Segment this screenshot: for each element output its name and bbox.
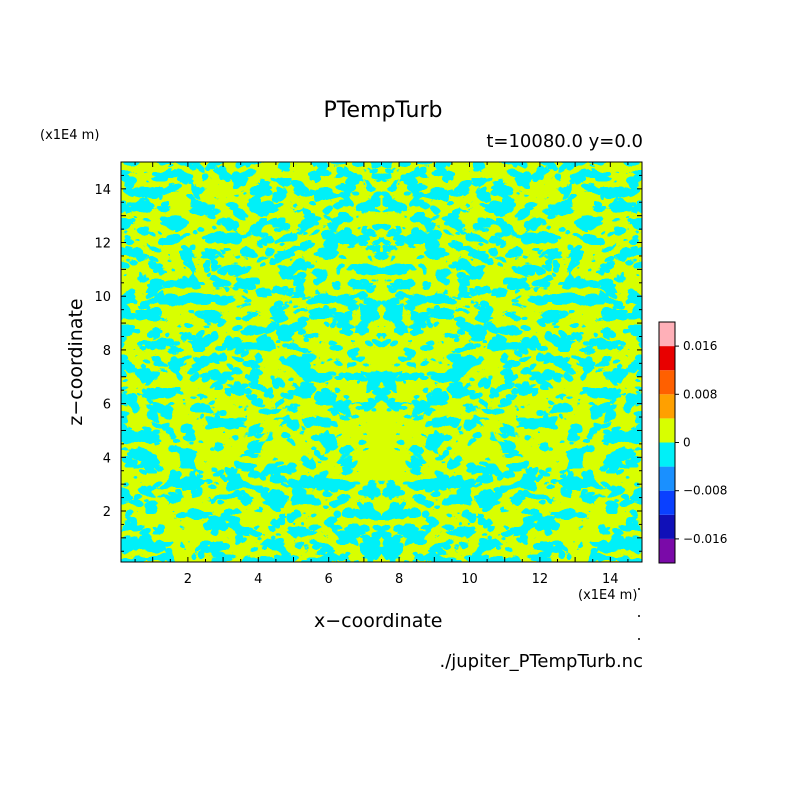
colorbar-swatch bbox=[659, 466, 675, 491]
y-tick-label: 12 bbox=[94, 237, 111, 252]
colorbar-tick-label: 0 bbox=[683, 436, 691, 450]
corner-markers bbox=[638, 588, 640, 640]
y-axis: 2 4 6 8 10 12 14 bbox=[94, 161, 642, 552]
y-tick-label: 14 bbox=[94, 183, 111, 198]
colorbar: 0.016 0.008 0 −0.008 −0.016 bbox=[658, 321, 727, 564]
time-label: t=10080.0 y=0.0 bbox=[486, 131, 643, 152]
colorbar-swatch bbox=[659, 538, 675, 563]
x-tick-label: 10 bbox=[461, 572, 478, 587]
x-tick-label: 4 bbox=[254, 572, 262, 587]
field-negative-streaks-right bbox=[380, 229, 642, 562]
source-file-label: ./jupiter_PTempTurb.nc bbox=[439, 651, 643, 672]
x-axis-unit: (x1E4 m) bbox=[578, 588, 638, 603]
y-tick-label: 4 bbox=[103, 451, 111, 466]
colorbar-swatch bbox=[659, 370, 675, 395]
x-tick-label: 12 bbox=[532, 572, 549, 587]
colorbar-tick-label: 0.008 bbox=[683, 387, 717, 401]
colorbar-tick-label: −0.008 bbox=[683, 484, 727, 498]
chart-title: PTempTurb bbox=[323, 98, 443, 123]
colorbar-swatch bbox=[659, 418, 675, 443]
x-axis-label: x−coordinate bbox=[314, 610, 443, 632]
x-axis: 2 4 6 8 10 12 14 bbox=[134, 162, 629, 587]
field-negative-streaks-left bbox=[121, 229, 383, 562]
colorbar-swatch bbox=[659, 490, 675, 515]
x-tick-label: 8 bbox=[395, 572, 403, 587]
colorbar-swatch bbox=[659, 514, 675, 539]
y-tick-label: 8 bbox=[103, 344, 111, 359]
x-tick-label: 6 bbox=[325, 572, 333, 587]
x-tick-label: 14 bbox=[602, 572, 619, 587]
heatmap-field bbox=[121, 162, 642, 562]
y-tick-label: 10 bbox=[94, 290, 111, 305]
y-tick-label: 6 bbox=[103, 398, 111, 413]
colorbar-swatch bbox=[659, 442, 675, 467]
y-tick-label: 2 bbox=[103, 505, 111, 520]
colorbar-swatch bbox=[659, 346, 675, 371]
x-tick-label: 2 bbox=[184, 572, 192, 587]
colorbar-tick-label: 0.016 bbox=[683, 339, 717, 353]
y-axis-unit: (x1E4 m) bbox=[40, 128, 100, 143]
colorbar-tick-label: −0.016 bbox=[683, 532, 727, 546]
colorbar-swatch bbox=[659, 322, 675, 347]
colorbar-swatch bbox=[659, 394, 675, 419]
